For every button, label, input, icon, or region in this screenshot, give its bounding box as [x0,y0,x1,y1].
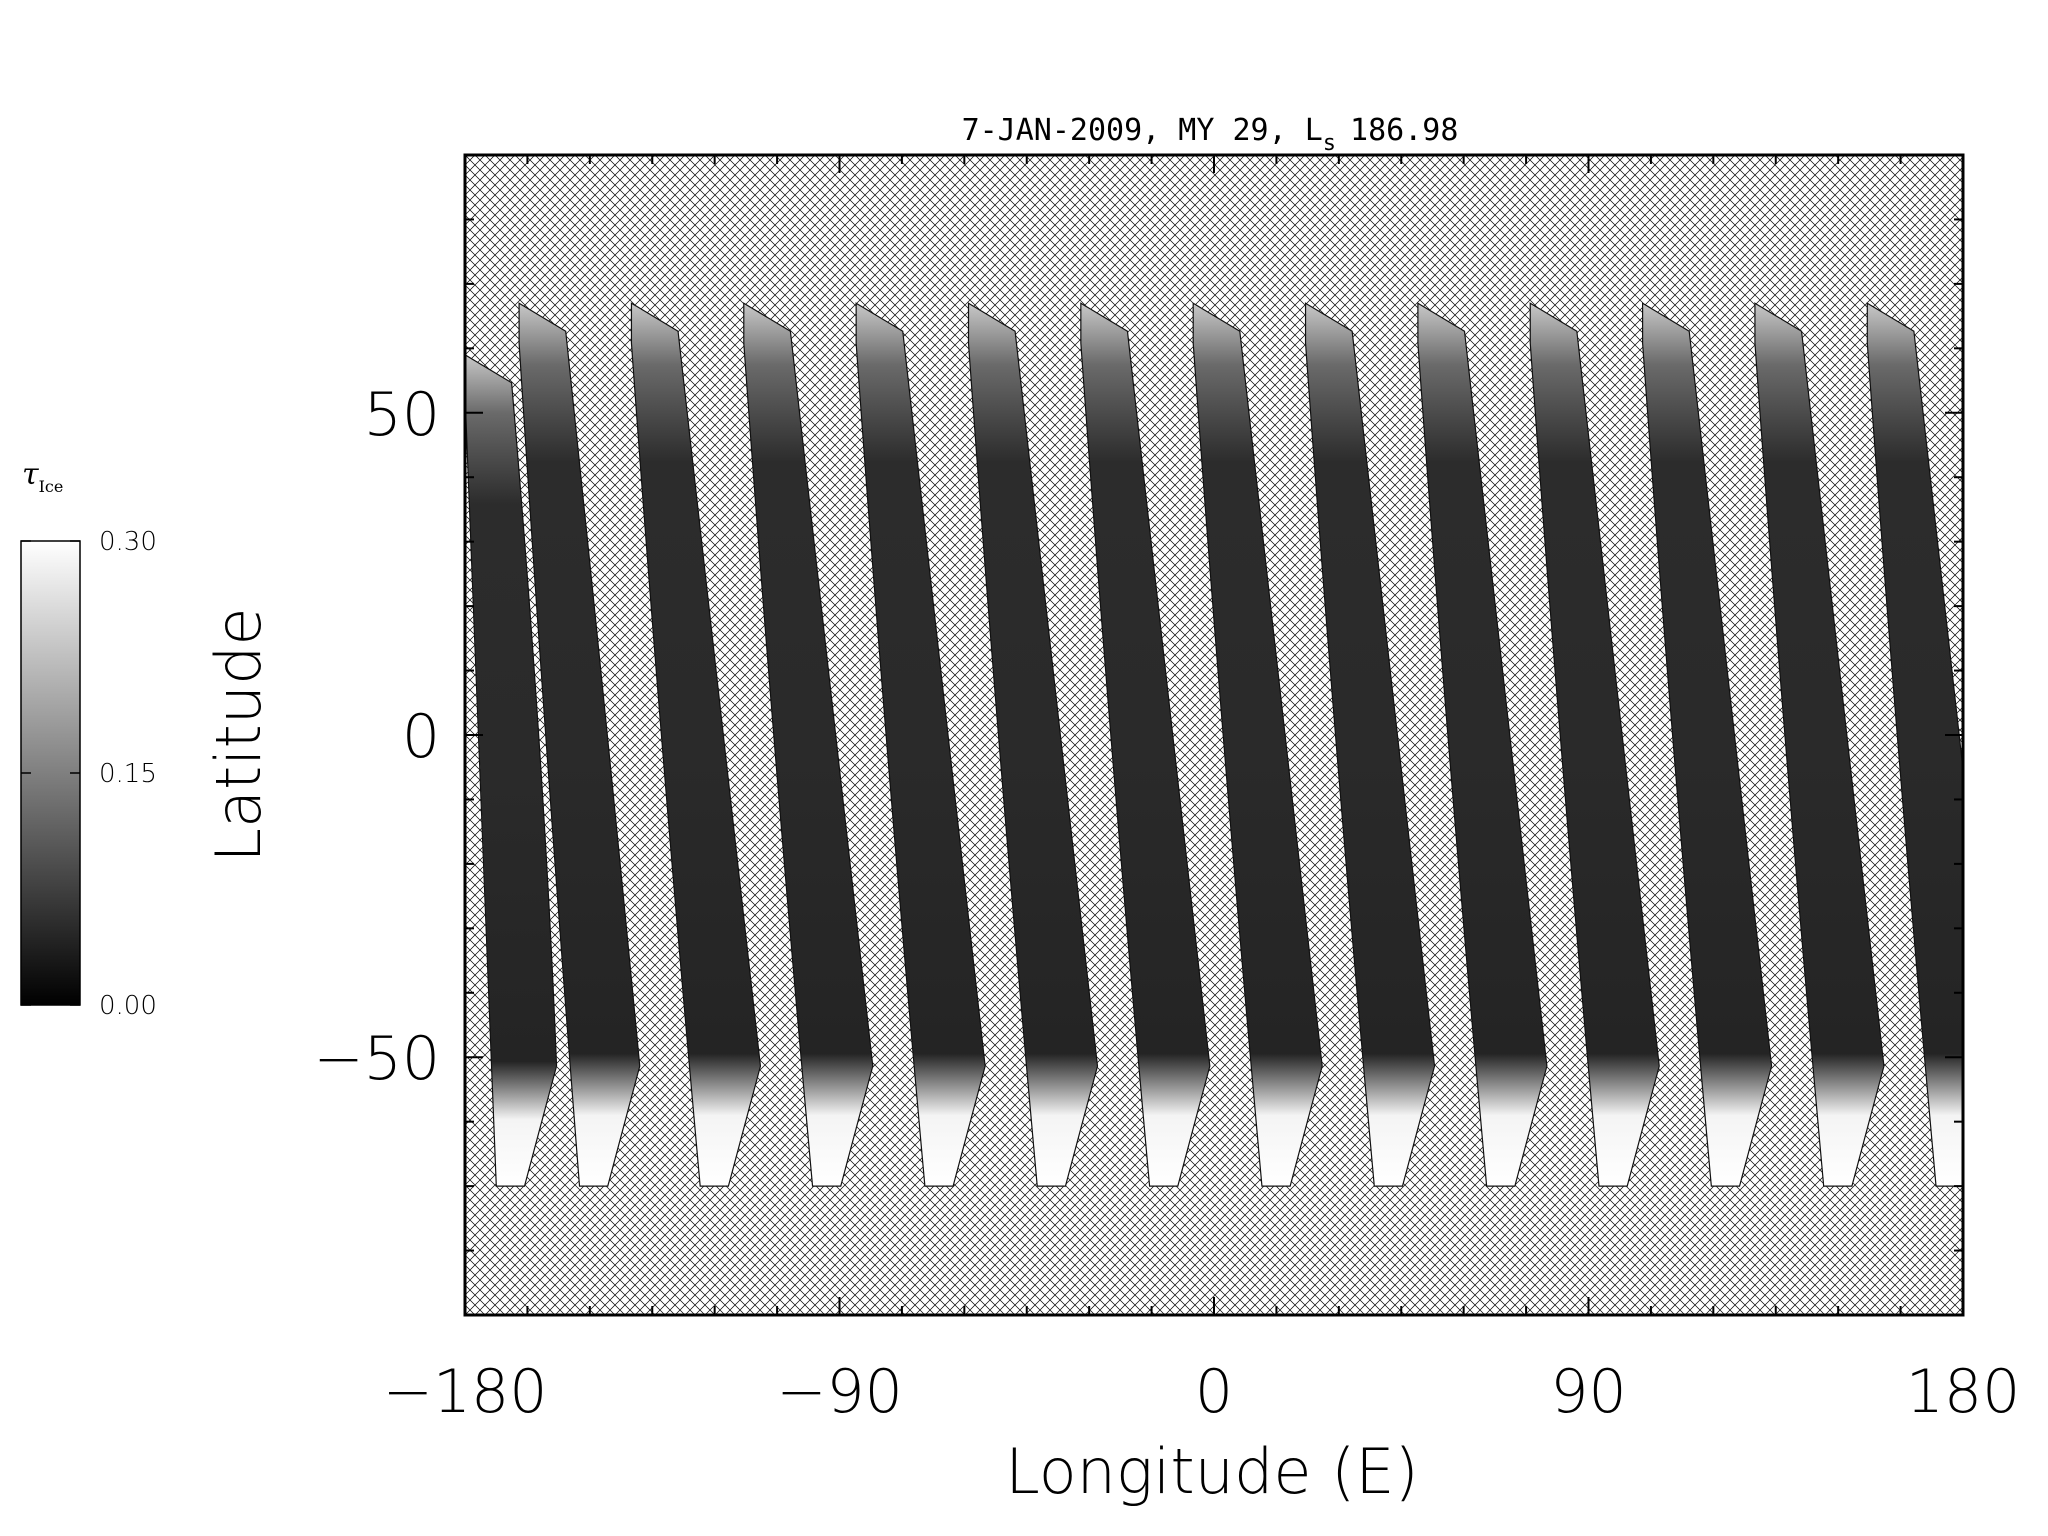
axis-ticks [464,154,1964,1316]
y-tick-label: 0 [402,702,440,772]
swath-14 [1866,302,1963,1187]
swath-4 [743,302,874,1187]
swath-1 [465,354,558,1187]
x-tick-label: 180 [1906,1357,2021,1427]
colorbar-label-sub: Ice [39,477,64,496]
y-tick-labels: 50 0 −50 [313,380,440,1094]
colorbar-label: τIce [22,457,63,496]
x-tick-label: −90 [776,1357,903,1427]
y-tick-label: −50 [313,1024,440,1094]
swath-12 [1641,302,1773,1187]
x-axis-title: Longitude (E) [1005,1435,1418,1508]
colorbar-tick-label: 0.30 [99,527,157,557]
colorbar-ticks: 0.00 0.15 0.30 [21,527,157,1021]
y-tick-label: 50 [364,380,440,450]
x-tick-label: −180 [383,1357,548,1427]
chart-title: 7-JAN-2009, MY 29, Ls 186.98 [962,113,1459,156]
x-tick-label: 90 [1550,1357,1626,1427]
swath-2 [518,302,641,1187]
colorbar-tick-label: 0.00 [99,991,157,1021]
y-axis-title: Latitude [202,607,275,862]
colorbar-tick-label: 0.15 [99,759,157,789]
swath-9 [1304,302,1436,1187]
swath-10 [1417,302,1548,1187]
swath-6 [967,302,1099,1187]
swath-7 [1080,302,1211,1187]
swath-11 [1529,302,1660,1187]
x-tick-labels: −180 −90 0 90 180 [383,1357,2021,1427]
title-subscript: s [1323,131,1336,156]
swath-13 [1754,302,1885,1187]
title-value: 186.98 [1350,113,1458,148]
swath-3 [630,302,762,1187]
swath-5 [855,302,986,1187]
swath-layer [465,302,1963,1187]
x-tick-label: 0 [1195,1357,1233,1427]
swath-8 [1192,302,1323,1187]
colorbar: τIce 0.00 0.15 0.30 [20,457,157,1021]
